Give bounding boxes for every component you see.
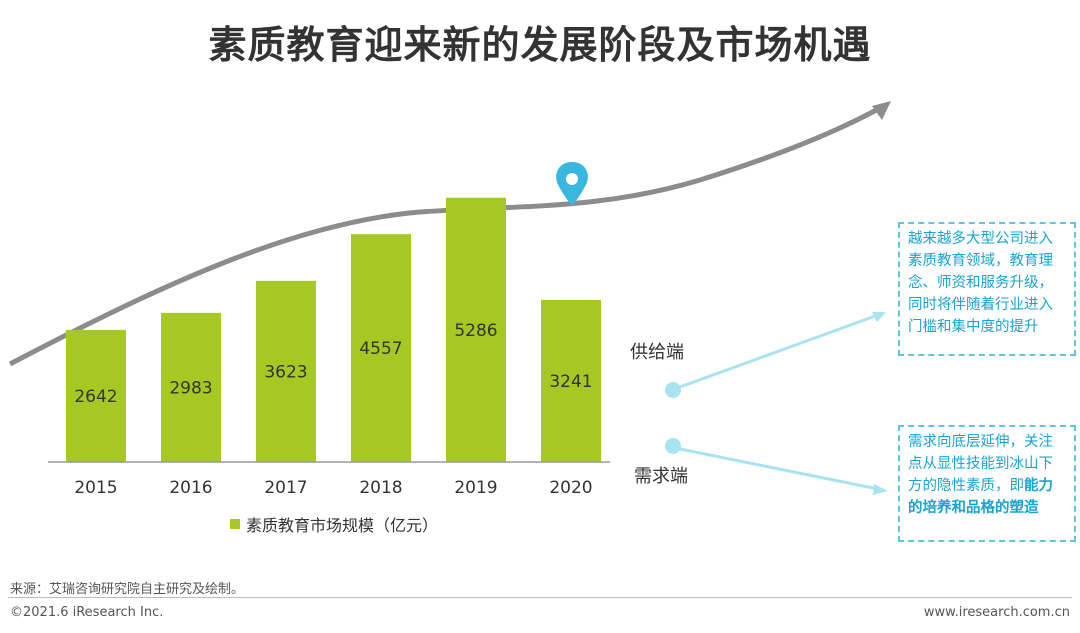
website-link[interactable]: www.iresearch.com.cn	[923, 605, 1070, 620]
copyright: ©2021.6 iResearch Inc.	[10, 605, 164, 620]
supply-label: 供给端	[630, 342, 684, 363]
legend-swatch	[230, 519, 240, 529]
x-tick-label: 2020	[549, 478, 592, 498]
x-tick-label: 2015	[74, 478, 117, 498]
page-title: 素质教育迎来新的发展阶段及市场机遇	[208, 23, 872, 67]
bar-value-label: 2642	[74, 387, 117, 407]
legend-label: 素质教育市场规模（亿元）	[246, 516, 439, 535]
bar-2019	[446, 197, 506, 462]
bar-value-label: 2983	[169, 378, 212, 398]
demand-label: 需求端	[634, 466, 688, 487]
x-tick-label: 2016	[169, 478, 212, 498]
source-note: 来源：艾瑞咨询研究院自主研究及绘制。	[10, 582, 245, 597]
bar-value-label: 5286	[454, 321, 497, 341]
bar-value-label: 3241	[549, 372, 592, 392]
demand-connector	[665, 438, 888, 495]
growth-curve	[8, 105, 882, 367]
demand-box: 需求向底层延伸，关注点从显性技能到冰山下方的隐性素质，即能力的培养和品格的塑造	[898, 425, 1076, 542]
x-tick-label: 2019	[454, 478, 497, 498]
location-pin-icon	[556, 162, 588, 206]
bar-value-label: 4557	[359, 339, 402, 359]
bar-2016	[161, 312, 221, 462]
growth-arrow-head	[872, 101, 891, 120]
supply-box: 越来越多大型公司进入素质教育领域，教育理念、师资和服务升级，同时将伴随着行业进入…	[898, 222, 1076, 356]
footer-divider	[8, 597, 1072, 598]
chart-legend: 素质教育市场规模（亿元）	[230, 512, 438, 536]
bar-2020	[541, 299, 601, 462]
bar-2015	[66, 329, 126, 462]
bar-value-label: 3623	[264, 362, 307, 382]
supply-connector	[665, 312, 886, 398]
bar-2018	[351, 234, 411, 462]
x-tick-label: 2017	[264, 478, 307, 498]
demand-box-emphasis: 能力的培养和品格的塑造	[908, 478, 1053, 516]
bar-2017	[256, 280, 316, 462]
demand-box-text: 需求向底层延伸，关注点从显性技能到冰山下方的隐性素质，即	[908, 434, 1053, 494]
x-tick-label: 2018	[359, 478, 402, 498]
supply-box-text: 越来越多大型公司进入素质教育领域，教育理念、师资和服务升级，同时将伴随着行业进入…	[908, 231, 1053, 335]
